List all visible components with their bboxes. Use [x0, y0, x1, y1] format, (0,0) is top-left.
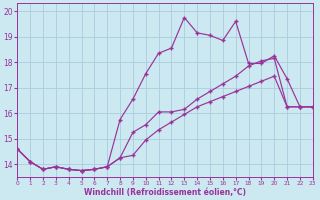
X-axis label: Windchill (Refroidissement éolien,°C): Windchill (Refroidissement éolien,°C): [84, 188, 246, 197]
